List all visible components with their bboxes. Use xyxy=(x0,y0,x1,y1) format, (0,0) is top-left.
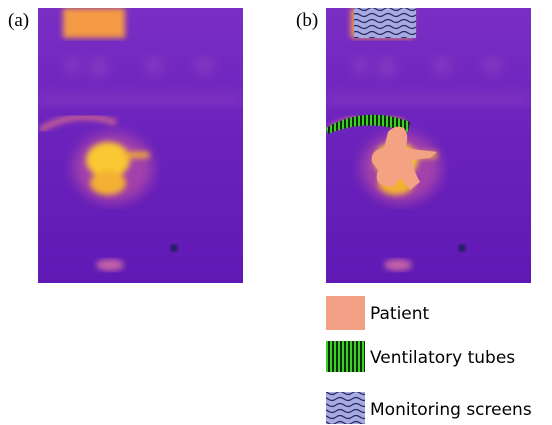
legend-swatch xyxy=(326,341,365,372)
legend-label: Patient xyxy=(370,304,430,324)
figure: (a) (b) Patient Ventilatory tubes Monito… xyxy=(0,0,552,425)
screens-mask xyxy=(354,8,416,38)
legend-swatch xyxy=(326,392,365,424)
thermal-image-annotated xyxy=(326,8,531,283)
legend-label: Monitoring screens xyxy=(370,400,532,420)
legend-swatch xyxy=(326,296,365,330)
panel-label: (a) xyxy=(8,10,29,31)
legend-label: Ventilatory tubes xyxy=(370,348,515,368)
panel-label: (b) xyxy=(296,10,318,31)
thermal-image xyxy=(38,8,243,283)
